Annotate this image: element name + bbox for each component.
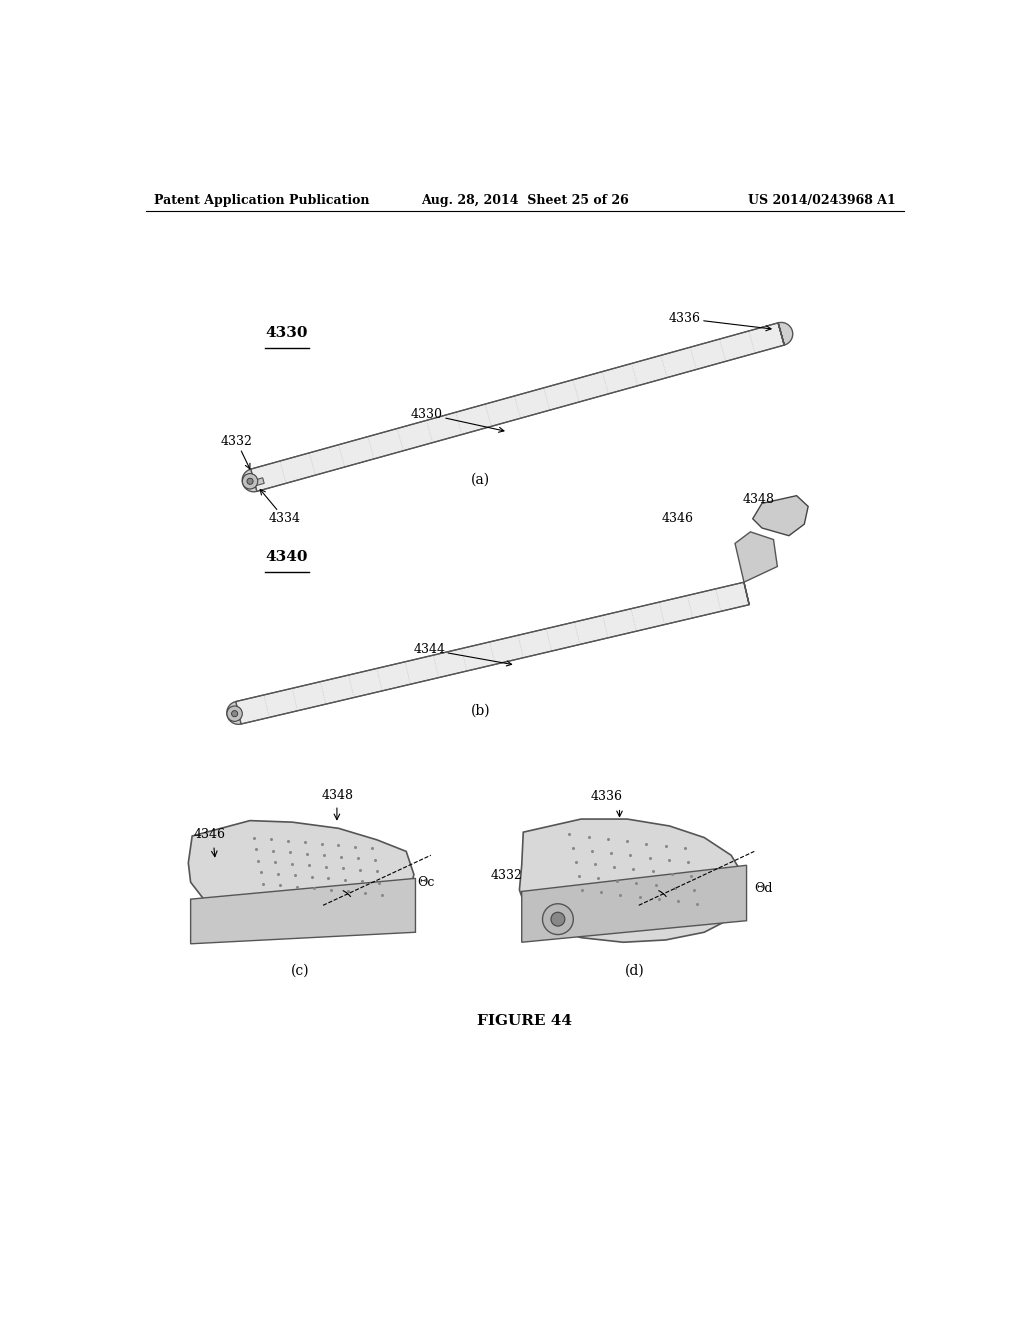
Text: 4332: 4332 bbox=[221, 436, 253, 469]
Text: 4346: 4346 bbox=[194, 828, 225, 841]
Text: FIGURE 44: FIGURE 44 bbox=[477, 1014, 572, 1028]
Polygon shape bbox=[227, 701, 241, 725]
Text: Θd: Θd bbox=[755, 882, 773, 895]
Polygon shape bbox=[753, 496, 808, 536]
Polygon shape bbox=[190, 878, 416, 944]
Text: (b): (b) bbox=[471, 704, 490, 717]
Circle shape bbox=[551, 912, 565, 927]
Circle shape bbox=[543, 904, 573, 935]
Polygon shape bbox=[251, 323, 784, 491]
Text: 4330: 4330 bbox=[265, 326, 308, 341]
Text: US 2014/0243968 A1: US 2014/0243968 A1 bbox=[749, 194, 896, 207]
Polygon shape bbox=[519, 818, 745, 942]
Text: 4336: 4336 bbox=[669, 312, 771, 331]
Text: 4346: 4346 bbox=[662, 512, 694, 525]
Circle shape bbox=[247, 478, 253, 484]
Polygon shape bbox=[243, 469, 257, 492]
Polygon shape bbox=[735, 532, 777, 605]
Polygon shape bbox=[236, 582, 750, 725]
Text: (d): (d) bbox=[625, 964, 645, 978]
Circle shape bbox=[227, 706, 243, 722]
Text: Θc: Θc bbox=[417, 876, 434, 890]
Polygon shape bbox=[254, 478, 264, 486]
Text: 4336: 4336 bbox=[591, 789, 623, 803]
Polygon shape bbox=[188, 821, 414, 923]
Polygon shape bbox=[778, 322, 793, 345]
Text: 4330: 4330 bbox=[411, 408, 504, 432]
Text: Patent Application Publication: Patent Application Publication bbox=[154, 194, 370, 207]
Polygon shape bbox=[521, 866, 746, 942]
Circle shape bbox=[231, 710, 238, 717]
Text: (c): (c) bbox=[291, 964, 309, 978]
Circle shape bbox=[243, 474, 258, 488]
Text: 4340: 4340 bbox=[265, 550, 308, 564]
Text: 4334: 4334 bbox=[260, 490, 301, 525]
Text: 4332: 4332 bbox=[490, 869, 523, 882]
Text: 4344: 4344 bbox=[414, 643, 512, 665]
Text: 4348: 4348 bbox=[742, 494, 775, 507]
Text: (a): (a) bbox=[471, 473, 490, 486]
Text: 4348: 4348 bbox=[322, 789, 353, 803]
Text: Aug. 28, 2014  Sheet 25 of 26: Aug. 28, 2014 Sheet 25 of 26 bbox=[421, 194, 629, 207]
